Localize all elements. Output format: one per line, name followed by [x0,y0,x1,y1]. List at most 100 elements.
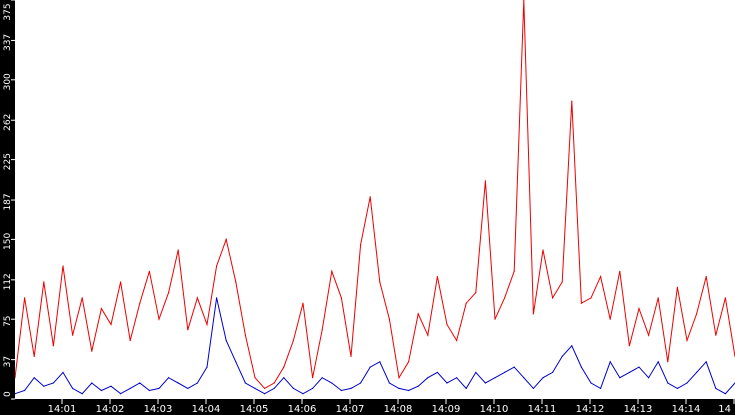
y-tick-label: 150 [3,233,13,250]
series-1-point [369,196,371,198]
series-2-point [676,387,679,389]
series-2-point [331,382,333,384]
x-tick-label: 14:07 [336,404,365,415]
series-2-point [120,393,122,395]
series-1-point [561,281,563,283]
series-2-point [494,377,496,379]
series-2-point [648,377,650,379]
series-2-point [456,377,458,379]
series-2-point [350,387,352,389]
series-2-point [72,387,74,389]
series-1-point [504,297,506,299]
series-1-point [235,281,237,283]
series-1-point [72,334,74,336]
series-1-point [542,249,544,251]
x-tick-label: 14:13 [624,404,653,415]
series-2-point [552,371,554,373]
series-2-point [427,377,429,379]
series-1-point [321,329,323,331]
x-tick-label: 14:09 [432,404,461,415]
series-2-point [504,371,506,373]
series-1-point [417,313,419,315]
series-1-point [148,270,150,272]
series-1-point [81,297,83,299]
x-tick-label: 14:01 [48,404,77,415]
y-tick-label: 300 [3,73,13,90]
series-1-point [465,302,467,304]
y-axis-band [0,0,15,415]
series-2-point [196,382,198,384]
series-1-point [600,276,602,278]
series-2-point [110,385,112,387]
series-1-point [446,323,448,326]
x-axis-ticks: 14:01 14:02 14:03 14:04 14:05 14:06 14:07 14:08… [48,399,735,415]
series-2-point [724,393,727,395]
series-1-point [33,355,35,357]
series-1-point [100,308,102,310]
series-2-point [513,366,515,368]
y-tick-label: 187 [3,193,13,210]
series-2-point [532,387,535,389]
series-1-point [340,297,342,299]
series-2-point [235,361,237,363]
y-tick-label: 262 [3,114,13,131]
series-1-point [436,276,438,278]
series-2-point [312,387,314,389]
series-1-point [187,329,189,331]
series-2-point [561,355,563,357]
series-2-point [283,377,285,379]
series-2-point [139,382,141,384]
series-1-point [571,100,573,102]
y-tick-label: 375 [3,3,13,20]
series-1-point [532,313,535,315]
series-2-point [696,371,698,373]
series-1-point [292,339,294,342]
series-2-point [715,387,717,389]
series-1-point [206,323,208,326]
x-axis-band [0,399,735,415]
y-tick-label: 337 [3,34,13,51]
x-tick-label: 14:04 [192,404,221,415]
series-2-point [667,382,669,384]
series-2-point [43,385,45,387]
y-tick-label: 225 [3,153,13,170]
y-tick-label: 37 [3,356,13,367]
series-1-point [139,302,141,304]
series-2-point [321,377,323,379]
series-2-point [81,393,83,395]
series-2-point [168,377,170,379]
series-1-point [648,334,650,336]
series-1-point [24,297,26,299]
series-2-point [465,387,467,389]
series-2-point [523,377,525,379]
series-2-point [302,393,304,395]
series-1-point [52,345,55,347]
series-2-point [216,297,218,299]
series-1-point [158,318,160,320]
series-2-point [52,382,55,384]
series-1-point [494,318,496,320]
series-2-point [33,377,35,379]
series-2-point [638,366,640,368]
series-1-point [91,350,93,352]
series-2-point [292,387,294,389]
series-2-point [340,389,342,392]
series-1-point [129,339,131,342]
series-2-point [609,361,611,363]
series-layer [14,0,735,395]
series-2-point [657,361,659,363]
series-1-point [724,297,727,299]
series-1-point [350,355,352,357]
series-2-point [177,382,179,384]
series-1-point [580,302,583,304]
series-1-point [686,339,688,342]
series-2-point [187,387,189,389]
x-tick-label: 14:05 [240,404,269,415]
series-2-point [264,393,266,395]
series-1-point [523,0,525,1]
series-1-point [667,361,669,363]
series-2-point [91,382,93,384]
series-2-point [408,389,410,392]
